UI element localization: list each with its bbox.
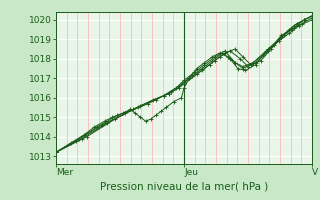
X-axis label: Pression niveau de la mer( hPa ): Pression niveau de la mer( hPa ) — [100, 181, 268, 191]
